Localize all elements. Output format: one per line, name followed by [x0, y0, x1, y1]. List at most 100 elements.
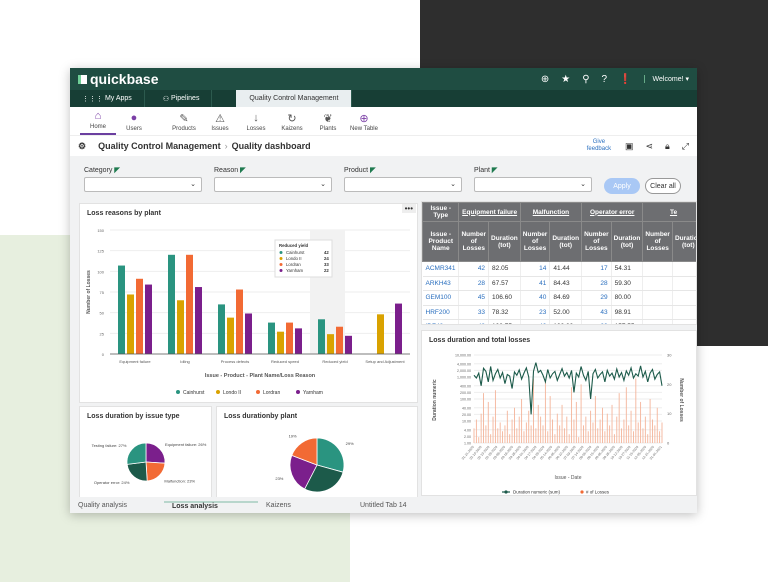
toolbar-issues[interactable]: ⚠ Issues — [202, 112, 238, 135]
pie-chart-issue-type: Equipment failure: 26% Malfunction: 23% Op… — [92, 442, 207, 485]
losses-cell[interactable]: 28 — [581, 276, 612, 291]
group-link[interactable]: Te — [669, 208, 678, 216]
x-tick-label: Setup and Adjustment — [365, 359, 405, 364]
y-tick-label: 10,000.00 — [455, 354, 471, 358]
y-tick-label: 2,000.00 — [457, 369, 471, 373]
reason-select[interactable]: ⌄ — [214, 177, 332, 192]
losses-cell[interactable]: 63 — [581, 319, 612, 324]
tab-quality-control-management[interactable]: Quality Control Management — [236, 90, 353, 107]
tab-kaizens[interactable]: Kaizens — [266, 501, 291, 509]
quickbase-logo[interactable]: quickbase — [78, 71, 158, 87]
y2-axis-title: Number of Losses — [678, 378, 684, 422]
apply-button[interactable]: Apply — [604, 178, 640, 194]
pie-slice — [304, 464, 344, 493]
tooltip-label: Londo II — [286, 256, 302, 261]
losses-cell[interactable]: 43 — [520, 319, 551, 324]
product-link[interactable]: ARKH43 — [422, 276, 460, 291]
losses-cell[interactable]: 17 — [581, 261, 612, 277]
category-select[interactable]: ⌄ — [84, 177, 202, 192]
losses-icon: ↓ — [253, 112, 259, 124]
lock-icon[interactable]: 🔒︎ — [665, 140, 670, 151]
tab-quality-analysis[interactable]: Quality analysis — [78, 501, 128, 509]
kaizens-icon: ↻ — [287, 113, 297, 125]
issue-table-panel: Issue - Type Equipment failure Malfunction… — [421, 201, 697, 325]
product-link[interactable]: IDZ48 — [422, 319, 460, 324]
toolbar-kaizens[interactable]: ↻ Kaizens — [274, 112, 310, 135]
x-axis-title: Issue - Product - Plant Name/Loss Reason — [205, 373, 316, 379]
toolbar-label: New Table — [350, 126, 378, 132]
table-row: IDZ4848103.7543103.3363157.55 — [422, 319, 696, 324]
give-feedback-link[interactable]: Give feedback — [586, 139, 612, 152]
product-select[interactable]: ⌄ — [344, 177, 462, 192]
gear-icon[interactable]: ⚙ — [78, 140, 87, 151]
share-icon[interactable]: ⋖ — [645, 140, 653, 151]
losses-cell[interactable]: 28 — [458, 276, 490, 291]
duration-cell: 98.91 — [611, 305, 644, 320]
bar-yarnham — [145, 284, 152, 354]
plus-circle-icon[interactable]: ⊕ — [540, 73, 550, 85]
home-icon: ⌂ — [94, 110, 102, 122]
tooltip-value: 33 — [324, 262, 329, 267]
losses-cell[interactable]: 41 — [520, 276, 551, 291]
group-link[interactable]: Malfunction — [532, 208, 570, 216]
losses-cell[interactable]: 14 — [520, 261, 551, 277]
losses-cell[interactable]: 23 — [520, 305, 551, 320]
toolbar-label: Home — [89, 124, 106, 130]
tooltip-value: 24 — [324, 256, 329, 261]
pie-label: Testing failure: 27% — [92, 443, 127, 448]
tab-my-apps[interactable]: ⋮⋮⋮ My Apps — [70, 90, 145, 107]
welcome-menu[interactable]: Welcome! ▾ — [643, 75, 689, 83]
toolbar-users[interactable]: ● Users — [116, 112, 152, 135]
y-tick-label: 50 — [100, 311, 105, 316]
grid-icon: ⋮⋮⋮ — [82, 95, 105, 103]
bar-yarnham — [245, 313, 252, 354]
losses-cell[interactable]: 29 — [581, 290, 612, 306]
y-tick-label: 125 — [97, 249, 104, 254]
losses-cell[interactable]: 48 — [458, 319, 490, 324]
product-link[interactable]: HRF200 — [422, 305, 460, 320]
losses-cell[interactable]: 40 — [520, 290, 551, 306]
duration-cell: 103.33 — [549, 319, 583, 324]
bar-yarnham — [345, 335, 352, 354]
breadcrumb-app[interactable]: Quality Control Management — [98, 141, 221, 151]
y-tick-label: 75 — [100, 290, 105, 295]
tab-untitled-14[interactable]: Untitled Tab 14 — [360, 501, 407, 509]
tooltip: Reduced yield Cainhurst 42 Londo II 24 Lordra… — [274, 239, 333, 278]
fullscreen-icon[interactable]: ⤢ — [681, 140, 689, 151]
line-chart-title: Loss duration and total losses — [429, 337, 531, 344]
x-tick-label: Process defects — [221, 359, 249, 364]
help-icon[interactable]: ? — [601, 73, 608, 85]
alert-icon[interactable]: ❗ — [619, 73, 632, 85]
y-tick-label: 40.00 — [462, 406, 471, 410]
y-tick-label: 4.00 — [464, 428, 471, 432]
star-icon[interactable]: ★ — [561, 73, 571, 85]
group-link[interactable]: Operator error — [590, 208, 635, 216]
duration-line — [473, 362, 663, 415]
search-icon[interactable]: ⚲ — [582, 73, 590, 85]
users-icon: ● — [130, 112, 138, 124]
product-link[interactable]: GEM100 — [422, 290, 460, 306]
losses-cell[interactable]: 33 — [458, 305, 490, 320]
losses-header: Number of Losses — [642, 221, 673, 262]
tab-pipelines[interactable]: ⚇ Pipelines — [145, 90, 213, 107]
losses-cell[interactable]: 42 — [458, 261, 490, 277]
toolbar-plants[interactable]: ❦ Plants — [310, 112, 346, 135]
toolbar-new-table[interactable]: ⊕ New Table — [346, 112, 382, 135]
tooltip-value: 42 — [324, 250, 329, 255]
more-options-icon[interactable]: ••• — [401, 204, 416, 213]
comment-icon[interactable]: ▣ — [624, 140, 634, 151]
toolbar-losses[interactable]: ↓ Losses — [238, 112, 274, 135]
toolbar-products[interactable]: ✎ Products — [166, 112, 202, 135]
product-name-header: Issue - Product Name — [422, 221, 460, 262]
losses-cell[interactable]: 43 — [581, 305, 612, 320]
toolbar-label: Losses — [246, 126, 266, 132]
tab-loss-analysis[interactable]: Loss analysis — [164, 500, 258, 510]
bar-cainhurst — [318, 319, 325, 354]
plant-select[interactable]: ⌄ — [474, 177, 592, 192]
tooltip-value: 22 — [324, 268, 329, 273]
toolbar-home[interactable]: ⌂ Home — [80, 110, 116, 135]
product-link[interactable]: ACMR341 — [422, 261, 460, 277]
group-link[interactable]: Equipment failure — [462, 208, 518, 216]
clear-all-button[interactable]: Clear all — [645, 178, 681, 194]
losses-cell[interactable]: 45 — [458, 290, 490, 306]
